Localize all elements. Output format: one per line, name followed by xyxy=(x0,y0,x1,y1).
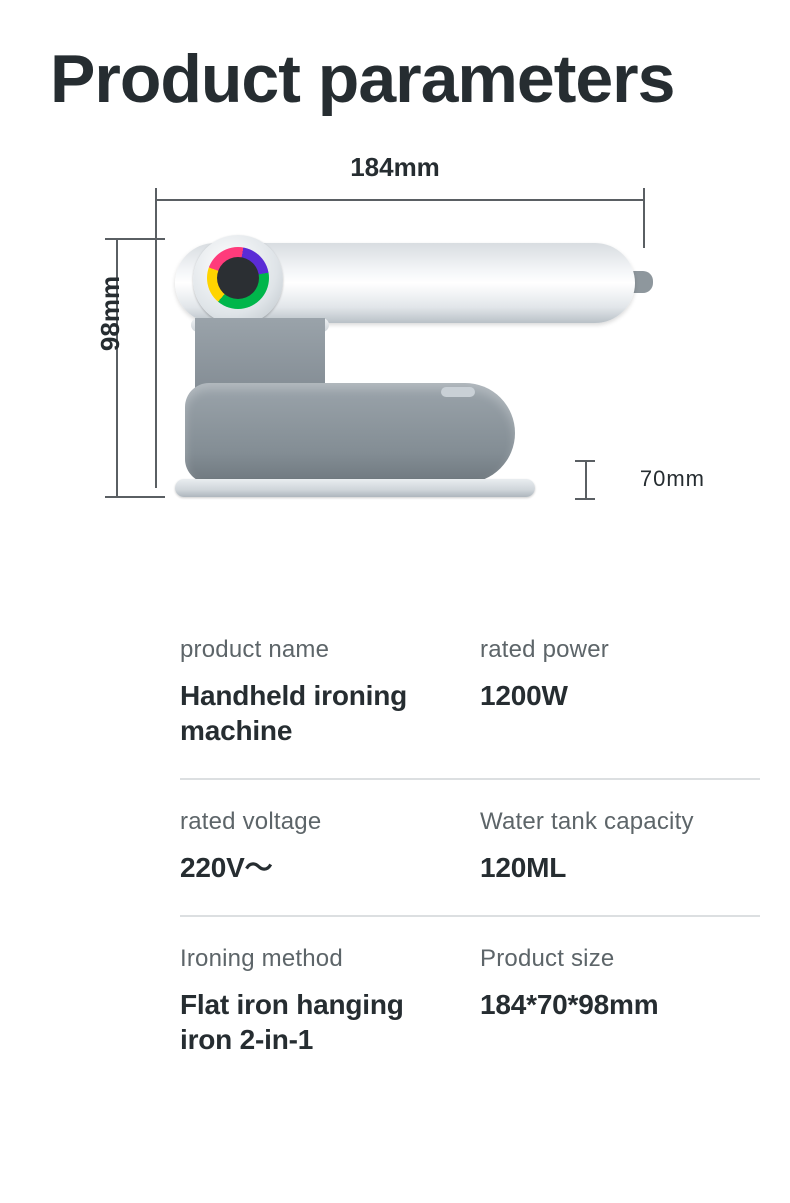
spec-cell: Product size 184*70*98mm xyxy=(480,945,760,1057)
base-shape xyxy=(175,479,535,497)
dial-ring-icon xyxy=(207,247,269,309)
dimension-depth-label: 70mm xyxy=(640,466,705,492)
product-diagram: 184mm 98mm 70mm xyxy=(115,158,675,538)
table-row: Ironing method Flat iron hanging iron 2-… xyxy=(180,915,760,1087)
spec-label: rated voltage xyxy=(180,808,460,836)
spec-label: Water tank capacity xyxy=(480,808,760,836)
spec-label: Ironing method xyxy=(180,945,460,973)
body-shape xyxy=(185,383,515,483)
spec-value: 184*70*98mm xyxy=(480,987,760,1022)
spec-cell: Ironing method Flat iron hanging iron 2-… xyxy=(180,945,480,1057)
spec-cell: rated voltage 220V～ xyxy=(180,808,480,885)
product-illustration xyxy=(165,233,635,493)
table-row: product name Handheld ironing machine ra… xyxy=(180,608,760,778)
dimension-width-label: 184mm xyxy=(115,152,675,183)
spec-label: product name xyxy=(180,636,460,664)
spec-label: rated power xyxy=(480,636,760,664)
page-title: Product parameters xyxy=(50,40,740,118)
spec-label: Product size xyxy=(480,945,760,973)
spec-value: Handheld ironing machine xyxy=(180,678,460,748)
spec-cell: product name Handheld ironing machine xyxy=(180,636,480,748)
dimension-width-bracket xyxy=(155,188,645,210)
spec-value: 120ML xyxy=(480,850,760,885)
body-button-shape xyxy=(441,387,475,397)
dimension-height-label: 98mm xyxy=(95,276,126,351)
spec-value: 220V～ xyxy=(180,850,460,885)
page: Product parameters 184mm 98mm xyxy=(0,0,790,1203)
spec-cell: rated power 1200W xyxy=(480,636,760,748)
spec-cell: Water tank capacity 120ML xyxy=(480,808,760,885)
table-row: rated voltage 220V～ Water tank capacity … xyxy=(180,778,760,915)
spec-value: 1200W xyxy=(480,678,760,713)
spec-value: Flat iron hanging iron 2-in-1 xyxy=(180,987,460,1057)
spec-table: product name Handheld ironing machine ra… xyxy=(180,608,760,1087)
